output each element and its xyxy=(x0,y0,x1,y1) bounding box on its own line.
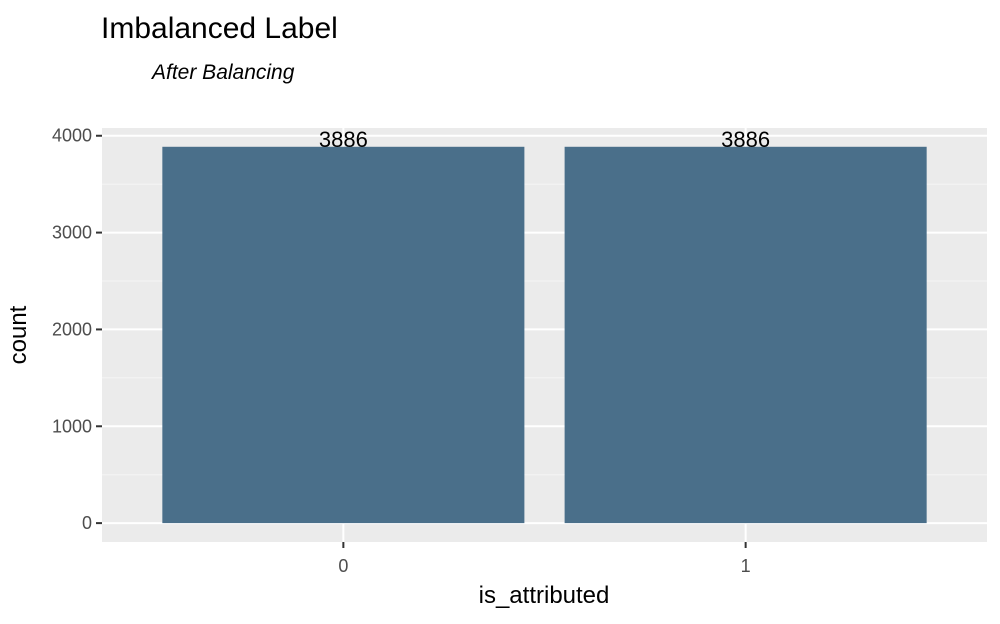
y-tick-label: 1000 xyxy=(52,416,92,436)
chart-title: Imbalanced Label xyxy=(101,12,338,45)
y-tick-label: 3000 xyxy=(52,223,92,243)
x-tick-label: 1 xyxy=(741,556,751,576)
x-tick-label: 0 xyxy=(338,556,348,576)
data-labels: 3886 3886 xyxy=(319,127,770,152)
bar xyxy=(162,146,525,524)
y-tick-label: 4000 xyxy=(52,126,92,146)
bars xyxy=(162,146,927,524)
chart-subtitle: After Balancing xyxy=(150,61,295,84)
x-axis-title: is_attributed xyxy=(479,582,610,609)
y-tick-label: 0 xyxy=(82,513,92,533)
data-label: 3886 xyxy=(319,127,368,152)
y-axis-title: count xyxy=(5,305,32,364)
bar xyxy=(564,146,927,524)
y-tick-label: 2000 xyxy=(52,319,92,339)
y-axis: 0 1000 2000 3000 4000 xyxy=(52,126,102,533)
data-label: 3886 xyxy=(721,127,770,152)
